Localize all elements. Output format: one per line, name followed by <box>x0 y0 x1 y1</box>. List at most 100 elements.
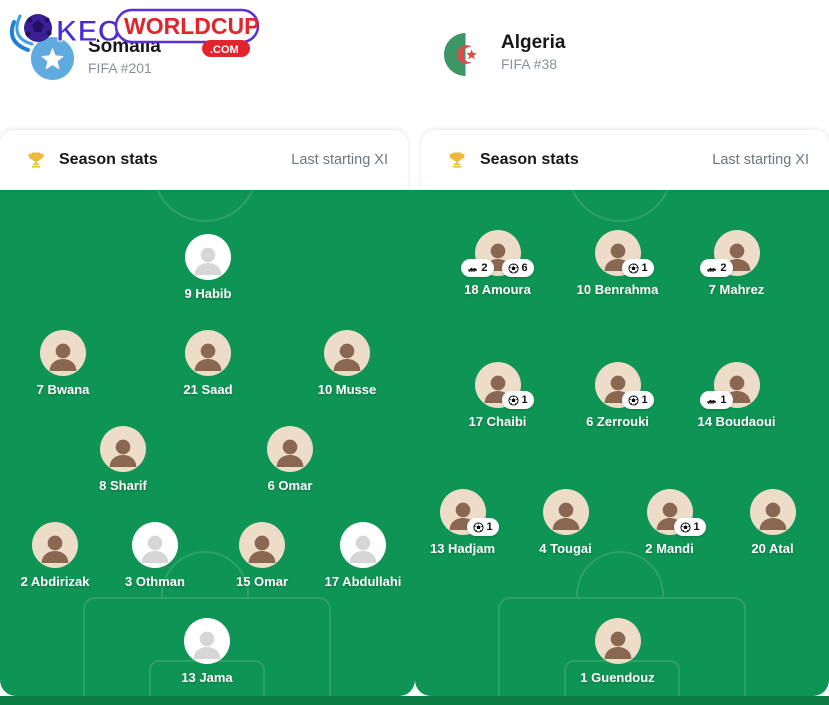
player-label: 18 Amoura <box>464 282 531 297</box>
player-boudaoui[interactable]: 1 14 Boudaoui <box>677 362 797 429</box>
penalty-box-line <box>497 597 746 696</box>
soccer-ball-icon <box>627 394 639 406</box>
stats-headers-row: Season stats Last starting XI Season sta… <box>0 130 829 190</box>
player-mahrez[interactable]: 2 7 Mahrez <box>677 230 797 297</box>
season-stats-header-away: Season stats Last starting XI <box>421 130 829 190</box>
last-starting-xi-link[interactable]: Last starting XI <box>291 152 388 168</box>
goals-badge: 1 <box>466 518 499 536</box>
player-benrahma[interactable]: 1 10 Benrahma <box>558 230 678 297</box>
player-label: 6 Zerrouki <box>586 414 649 429</box>
assists-badge: 2 <box>700 259 733 277</box>
soccer-ball-icon <box>472 521 484 533</box>
player-abdirizak[interactable]: 2 Abdirizak <box>0 522 115 589</box>
team-name: Algeria <box>501 32 566 53</box>
team-header-algeria: Algeria FIFA #38 <box>443 32 565 77</box>
soccer-ball-icon <box>507 394 519 406</box>
player-habib[interactable]: 9 Habib <box>148 234 268 301</box>
player-abdullahi[interactable]: 17 Abdullahi <box>303 522 415 589</box>
somalia-flag-icon <box>30 36 75 81</box>
page-header: KEO WORLDCUP .COM Somalia FIFA #201 <box>0 0 829 130</box>
player-label: 17 Abdullahi <box>324 574 402 589</box>
player-avatar <box>267 426 313 472</box>
player-avatar <box>185 330 231 376</box>
pitch-home-somalia: 9 Habib 7 Bwana 21 Saad 10 Musse 8 Shari… <box>0 190 415 696</box>
player-othman[interactable]: 3 Othman <box>95 522 215 589</box>
logo-keo-text: KEO <box>56 15 121 48</box>
player-chaibi[interactable]: 1 17 Chaibi <box>438 362 558 429</box>
pitch-ground-shadow <box>0 696 829 705</box>
boot-icon <box>707 399 717 404</box>
boot-icon <box>468 267 478 272</box>
player-avatar <box>132 522 178 568</box>
player-label: 6 Omar <box>267 478 313 493</box>
season-stats-title: Season stats <box>59 151 158 168</box>
trophy-icon <box>28 152 44 168</box>
player-amoura[interactable]: 2 6 18 Amoura <box>438 230 558 297</box>
player-label: 1 Guendouz <box>580 670 655 685</box>
center-circle-line <box>566 190 677 224</box>
player-label: 13 Hadjam <box>429 541 496 556</box>
player-tougai[interactable]: 4 Tougai <box>506 489 626 556</box>
player-avatar <box>185 234 231 280</box>
soccer-ball-icon <box>627 262 639 274</box>
player-musse[interactable]: 10 Musse <box>287 330 407 397</box>
player-guendouz-goalkeeper[interactable]: 1 Guendouz <box>558 618 678 685</box>
goals-badge: 1 <box>501 391 534 409</box>
soccer-ball-icon <box>679 521 691 533</box>
player-label: 17 Chaibi <box>468 414 527 429</box>
player-omar-15[interactable]: 15 Omar <box>202 522 322 589</box>
player-jama-goalkeeper[interactable]: 13 Jama <box>147 618 267 685</box>
assists-badge: 2 <box>461 259 494 277</box>
penalty-arc-line <box>575 551 668 597</box>
player-avatar <box>184 618 230 664</box>
player-label: 13 Jama <box>181 670 233 685</box>
player-sharif[interactable]: 8 Sharif <box>63 426 183 493</box>
goals-badge: 1 <box>673 518 706 536</box>
player-avatar <box>542 489 589 535</box>
player-label: 2 Abdirizak <box>20 574 90 589</box>
site-logo[interactable]: KEO WORLDCUP .COM <box>4 2 260 67</box>
last-starting-xi-link[interactable]: Last starting XI <box>712 152 809 168</box>
player-label: 10 Musse <box>317 382 377 397</box>
player-avatar <box>100 426 146 472</box>
player-avatar <box>340 522 386 568</box>
goals-badge: 1 <box>621 259 654 277</box>
team-fifa-rank: FIFA #201 <box>88 60 152 76</box>
algeria-flag-icon <box>443 32 488 77</box>
season-stats-title: Season stats <box>480 151 579 168</box>
boot-icon <box>707 267 717 272</box>
player-atal[interactable]: 20 Atal <box>713 489 829 556</box>
player-saad[interactable]: 21 Saad <box>148 330 268 397</box>
assists-badge: 1 <box>700 391 733 409</box>
player-bwana[interactable]: 7 Bwana <box>3 330 123 397</box>
player-label: 3 Othman <box>125 574 185 589</box>
pitch-area: 9 Habib 7 Bwana 21 Saad 10 Musse 8 Shari… <box>0 190 829 705</box>
player-label: 10 Benrahma <box>576 282 659 297</box>
player-label: 7 Mahrez <box>708 282 765 297</box>
player-label: 7 Bwana <box>36 382 90 397</box>
player-label: 9 Habib <box>184 286 232 301</box>
player-avatar <box>239 522 285 568</box>
player-mandi[interactable]: 1 2 Mandi <box>610 489 730 556</box>
penalty-box-line <box>83 597 332 696</box>
player-hadjam[interactable]: 1 13 Hadjam <box>415 489 523 556</box>
goals-badge: 1 <box>621 391 654 409</box>
player-avatar <box>713 230 760 276</box>
penalty-arc-line <box>161 551 253 597</box>
logo-swoosh-icon <box>9 20 30 52</box>
player-label: 2 Mandi <box>645 541 694 556</box>
logo-worldcup-text: WORLDCUP <box>124 13 259 39</box>
player-avatar <box>749 489 796 535</box>
player-label: 14 Boudaoui <box>697 414 776 429</box>
player-label: 21 Saad <box>183 382 233 397</box>
player-avatar <box>324 330 370 376</box>
team-fifa-rank: FIFA #38 <box>501 56 558 72</box>
player-avatar <box>594 618 641 664</box>
center-circle-line <box>152 190 262 224</box>
player-omar-6[interactable]: 6 Omar <box>230 426 350 493</box>
season-stats-header-home: Season stats Last starting XI <box>0 130 408 190</box>
player-avatar <box>32 522 78 568</box>
player-label: 15 Omar <box>235 574 289 589</box>
player-zerrouki[interactable]: 1 6 Zerrouki <box>558 362 678 429</box>
